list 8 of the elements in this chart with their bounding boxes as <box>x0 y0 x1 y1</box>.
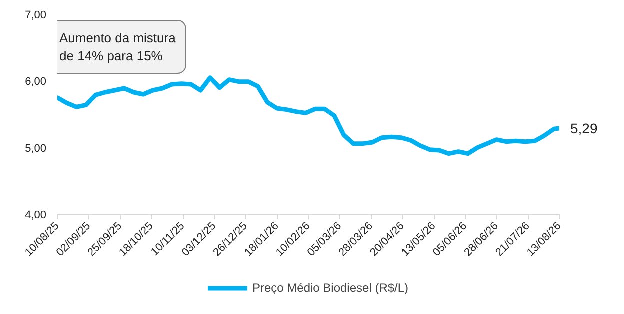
annotation: 5,29 <box>570 120 598 136</box>
y-tick-label: 5,00 <box>25 142 47 155</box>
y-tick-label: 4,00 <box>25 210 47 222</box>
y-tick-label: 7,00 <box>25 10 47 22</box>
legend-label: Preço Médio Biodiesel (R$/L) <box>252 281 409 295</box>
annotation: Aumento da mistura de 14% para 15% <box>60 30 177 64</box>
line-series <box>58 76 560 156</box>
y-tick-label: 6,00 <box>25 76 47 88</box>
